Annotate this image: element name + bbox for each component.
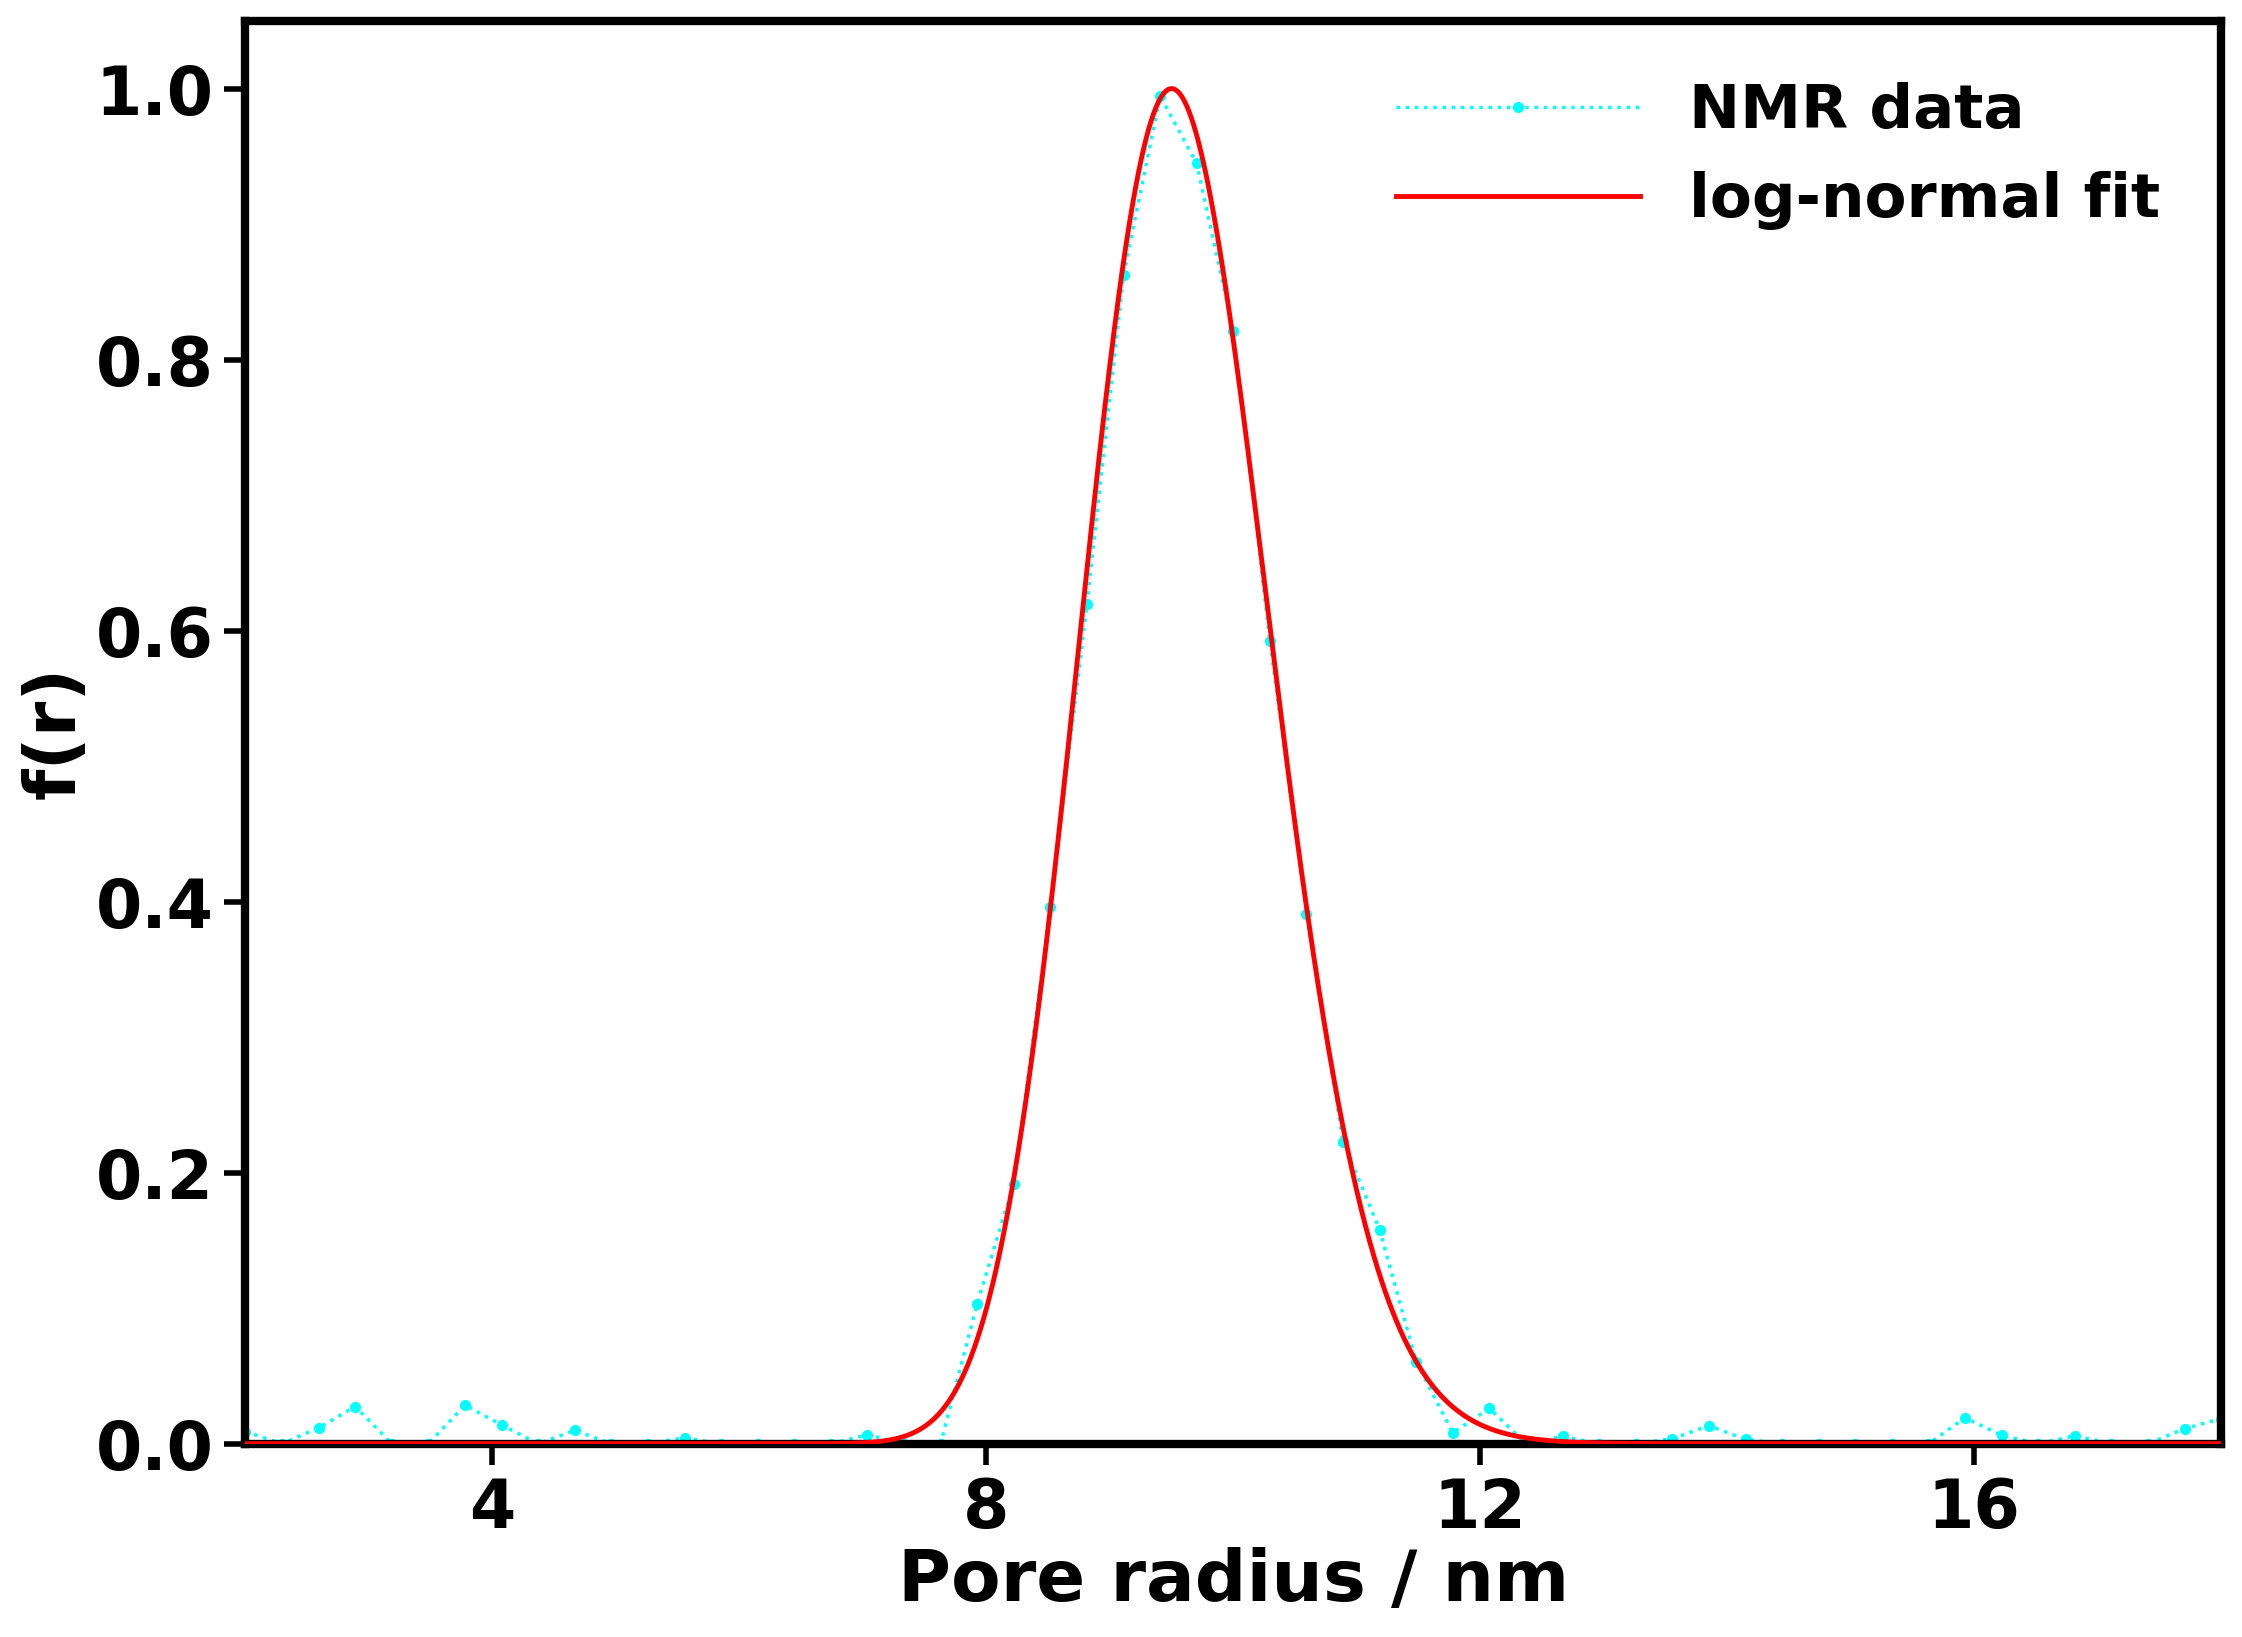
NMR data <box>2170 1419 2197 1439</box>
log-normal fit <box>1157 79 1184 98</box>
NMR data <box>744 1434 771 1454</box>
NMR data <box>1146 87 1173 106</box>
log-normal fit <box>2208 1434 2235 1454</box>
log-normal fit <box>240 1434 267 1454</box>
Legend: NMR data, log-normal fit: NMR data, log-normal fit <box>1365 51 2190 260</box>
NMR data <box>269 1434 296 1454</box>
NMR data <box>2208 1409 2235 1429</box>
NMR data <box>489 1414 516 1434</box>
log-normal fit <box>0 1434 13 1454</box>
Line: log-normal fit: log-normal fit <box>0 88 2222 1444</box>
X-axis label: Pore radius / nm: Pore radius / nm <box>897 1547 1569 1616</box>
NMR data <box>634 1434 661 1454</box>
log-normal fit <box>839 1434 865 1454</box>
log-normal fit <box>372 1434 399 1454</box>
log-normal fit <box>935 1391 962 1411</box>
NMR data <box>1000 1174 1027 1193</box>
log-normal fit <box>2166 1434 2193 1454</box>
NMR data <box>231 1421 258 1441</box>
Y-axis label: f(r): f(r) <box>20 666 90 799</box>
NMR data <box>2060 1426 2087 1445</box>
log-normal fit <box>1926 1434 1953 1454</box>
Line: NMR data: NMR data <box>240 92 2226 1449</box>
